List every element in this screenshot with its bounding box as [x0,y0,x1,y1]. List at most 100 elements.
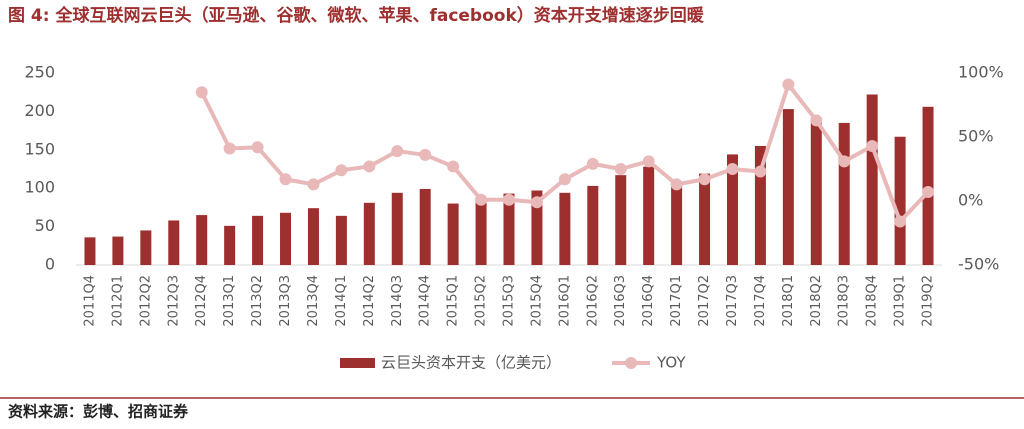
marker [838,155,851,168]
marker [223,142,236,155]
x-tick-label: 2017Q3 [725,275,740,327]
marker [251,141,264,154]
y2-tick-label: -50% [958,255,999,274]
marker [307,178,320,191]
chart-title: 图 4: 全球互联网云巨头（亚马逊、谷歌、微软、苹果、facebook）资本开支… [8,5,705,26]
marker [475,193,488,206]
bar [280,212,292,265]
bar [503,193,515,265]
bar [252,215,264,265]
marker [866,139,879,152]
bar [587,185,599,265]
x-tick-label: 2018Q1 [781,275,796,327]
y2-tick-label: 0% [958,191,983,210]
marker [447,160,460,173]
bar [559,192,571,265]
legend-label: 云巨头资本开支（亿美元） [381,354,561,372]
bar [922,106,934,266]
x-tick-label: 2013Q2 [250,275,265,327]
x-tick-label: 2018Q2 [809,275,824,327]
bar [391,192,403,265]
marker [642,155,655,168]
y2-tick-label: 50% [958,127,994,146]
marker [810,114,823,127]
x-tick-label: 2016Q2 [585,275,600,327]
x-tick-label: 2018Q4 [865,275,880,327]
marker [503,193,515,206]
bar [335,215,347,265]
bar [671,182,683,265]
bar [643,166,655,265]
marker [530,196,543,209]
bar [224,225,236,265]
bar [866,94,878,265]
legend-swatch [340,358,375,368]
bar [196,215,208,265]
marker [670,178,683,191]
x-tick-label: 2016Q1 [557,275,572,327]
bar [699,173,711,265]
bar [140,230,152,265]
x-tick-label: 2012Q2 [138,275,153,327]
x-tick-label: 2019Q2 [921,275,936,327]
x-tick-label: 2017Q2 [697,275,712,327]
x-tick-label: 2018Q3 [837,275,852,327]
legend-marker [625,357,637,369]
y-tick-label: 150 [24,139,55,158]
legend-label: YOY [656,354,686,372]
marker [195,86,208,99]
marker [279,173,292,186]
x-tick-label: 2015Q4 [529,275,544,327]
bar [112,236,124,265]
x-tick-label: 2015Q2 [474,275,489,327]
x-tick-label: 2019Q1 [893,275,908,327]
marker [782,78,795,91]
x-tick-label: 2012Q1 [110,275,125,327]
marker [614,163,627,175]
x-tick-label: 2013Q4 [306,275,321,327]
marker [419,148,432,161]
x-tick-label: 2013Q1 [222,275,237,327]
bar [419,188,431,265]
y-tick-label: 100 [24,178,55,197]
marker [558,173,571,186]
x-tick-label: 2013Q3 [278,275,293,327]
y-tick-label: 0 [45,255,55,274]
bar [615,175,627,265]
y-tick-label: 50 [35,216,55,235]
marker [922,186,935,199]
x-tick-label: 2016Q3 [613,275,628,327]
bar [447,203,459,265]
bar [754,145,766,265]
bar [838,122,850,265]
x-tick-label: 2014Q4 [418,275,433,327]
bar [363,202,375,265]
x-tick-label: 2017Q4 [753,275,768,327]
x-tick-label: 2015Q1 [446,275,461,327]
bar [307,208,319,265]
x-tick-label: 2017Q1 [669,275,684,327]
bar [810,119,822,265]
marker [363,160,376,173]
y-tick-label: 250 [24,63,55,82]
marker [391,145,404,158]
marker [726,163,739,175]
x-tick-label: 2016Q4 [641,275,656,327]
marker [754,165,767,178]
x-tick-label: 2014Q3 [390,275,405,327]
bar [782,109,794,265]
bar [531,190,543,265]
y2-tick-label: 100% [958,63,1004,82]
x-tick-label: 2014Q2 [362,275,377,327]
x-tick-label: 2011Q4 [82,275,97,327]
bar [894,136,906,265]
bar [726,154,738,265]
x-tick-label: 2015Q3 [502,275,517,327]
x-tick-label: 2014Q1 [334,275,349,327]
bar [475,198,487,265]
marker [698,173,711,186]
marker [586,157,599,170]
y-tick-label: 200 [24,101,55,120]
bar [168,220,180,265]
